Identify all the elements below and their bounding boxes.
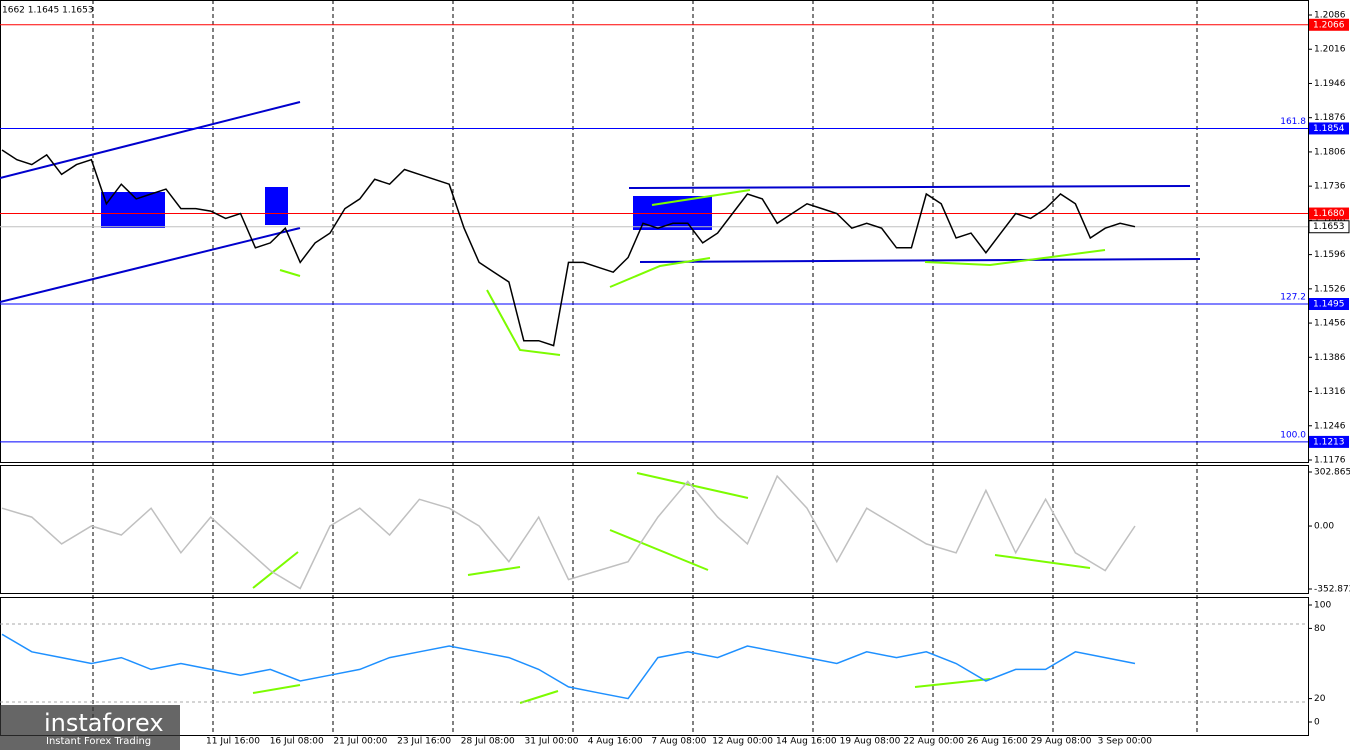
y-tick-label: 1.2086 — [1314, 11, 1346, 21]
fib-label: 161.8 — [1280, 117, 1306, 127]
x-tick-label: 22 Aug 00:00 — [903, 737, 964, 747]
x-tick-label: 28 Jul 08:00 — [461, 737, 515, 747]
x-tick-label: 14 Aug 16:00 — [776, 737, 837, 747]
y-tick-label: 20 — [1314, 694, 1326, 704]
x-tick-label: 31 Jul 00:00 — [525, 737, 579, 747]
y-tick-label: 1.1526 — [1314, 284, 1346, 294]
level-box — [1309, 435, 1349, 448]
level-box — [1308, 220, 1350, 234]
level-box — [1309, 122, 1349, 135]
level-label: 1.1213 — [1313, 437, 1345, 447]
fib-label: 127.2 — [1280, 293, 1306, 303]
series-line — [1, 633, 1136, 700]
x-tick-label: 11 Jul 16:00 — [206, 737, 260, 747]
level-label: 1.1854 — [1313, 124, 1345, 134]
y-tick-label: 1.1806 — [1314, 147, 1346, 157]
y-tick-label: 100 — [1314, 601, 1331, 611]
y-tick-label: 1.2016 — [1314, 45, 1346, 55]
x-tick-label: 4 Aug 16:00 — [588, 737, 643, 747]
y-tick-label: 1.1456 — [1314, 319, 1346, 329]
y-tick-label: 1.1946 — [1314, 79, 1346, 89]
x-tick-label: 29 Aug 08:00 — [1031, 737, 1092, 747]
x-tick-label: 26 Aug 16:00 — [967, 737, 1028, 747]
level-box — [1309, 207, 1349, 220]
level-label: 1.1680 — [1313, 209, 1345, 219]
y-tick-label: 80 — [1314, 624, 1326, 634]
logo-name: instaforex — [44, 709, 164, 737]
y-tick-label: -352.872 — [1314, 585, 1350, 595]
y-tick-label: 1.1596 — [1314, 250, 1346, 260]
x-tick-label: 7 Aug 08:00 — [651, 737, 706, 747]
y-tick-label: 1.1876 — [1314, 113, 1346, 123]
y-tick-label: 1.1246 — [1314, 421, 1346, 431]
level-label: 1.1495 — [1313, 300, 1345, 310]
panel-borders — [0, 0, 1309, 736]
vertical-grid — [92, 0, 1198, 735]
y-tick-label: 0.00 — [1314, 522, 1334, 532]
y-tick-label: 1.1736 — [1314, 182, 1346, 192]
x-tick-label: 3 Sep 00:00 — [1098, 737, 1153, 747]
level-label: 1.1653 — [1313, 222, 1345, 232]
y-tick-label: 1.1386 — [1314, 353, 1346, 363]
x-tick-label: 19 Aug 08:00 — [840, 737, 901, 747]
series-line — [1, 474, 1136, 590]
annotations — [0, 101, 1308, 704]
y-tick-label: 1.1176 — [1314, 456, 1346, 466]
fib-label: 100.0 — [1280, 430, 1306, 440]
y-tick-label: 0 — [1314, 718, 1320, 728]
level-label: 1.2066 — [1313, 20, 1345, 30]
level-box — [1309, 18, 1349, 31]
x-tick-label: 12 Aug 00:00 — [712, 737, 773, 747]
logo-box — [0, 705, 180, 750]
level-box — [1309, 298, 1349, 311]
y-tick-label: 1.1316 — [1314, 387, 1346, 397]
logo-tagline: Instant Forex Trading — [46, 736, 151, 747]
x-tick-label: 21 Jul 00:00 — [333, 737, 387, 747]
x-tick-label: 23 Jul 16:00 — [397, 737, 451, 747]
header: 1662 1.1645 1.1653 — [2, 6, 94, 16]
y-tick-label: 302.8654 — [1314, 468, 1350, 478]
series-line — [1, 149, 1136, 347]
x-tick-label: 16 Jul 08:00 — [270, 737, 324, 747]
